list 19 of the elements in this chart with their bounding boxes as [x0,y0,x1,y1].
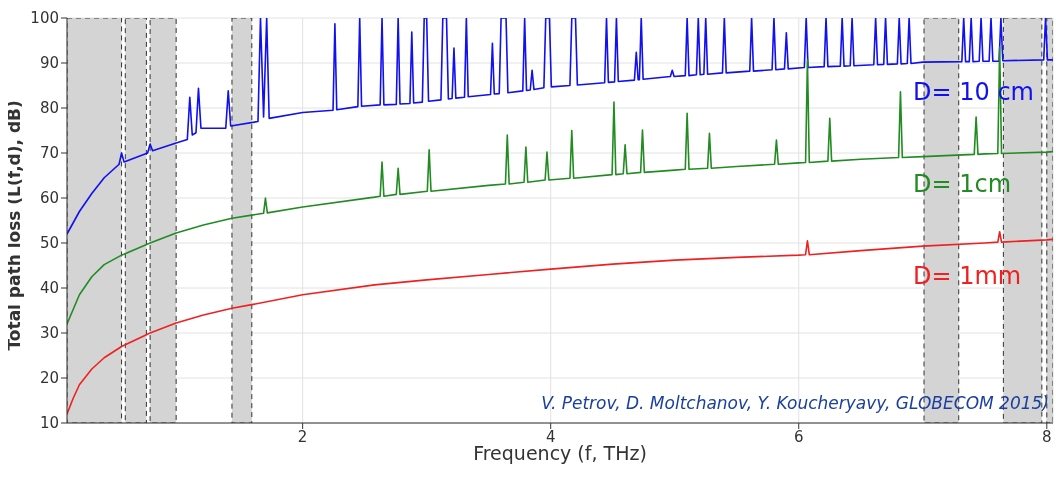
x-tick-label: 2 [297,427,308,446]
y-tick-label: 50 [39,234,59,253]
y-tick-label: 100 [30,9,59,28]
series-label: D= 1mm [913,262,1022,290]
y-tick-label: 80 [39,99,59,118]
y-tick-label: 70 [39,144,59,163]
x-tick-label: 6 [793,427,804,446]
y-tick-label: 30 [39,324,59,343]
y-tick-label: 20 [39,369,59,388]
x-tick-label: 8 [1042,427,1052,446]
series-label: D= 1cm [913,170,1012,198]
y-tick-label: 40 [39,279,59,298]
y-axis-title: Total path loss (L(f,d), dB) [4,100,25,351]
y-tick-label: 60 [39,189,59,208]
y-tick-label: 10 [39,414,59,433]
annotation: V. Petrov, D. Moltchanov, Y. Koucheryavy, GLOBECOM 2015) [541,393,1049,413]
line-series [67,46,1053,325]
line-series [67,230,1053,415]
y-tick-label: 90 [39,54,59,73]
